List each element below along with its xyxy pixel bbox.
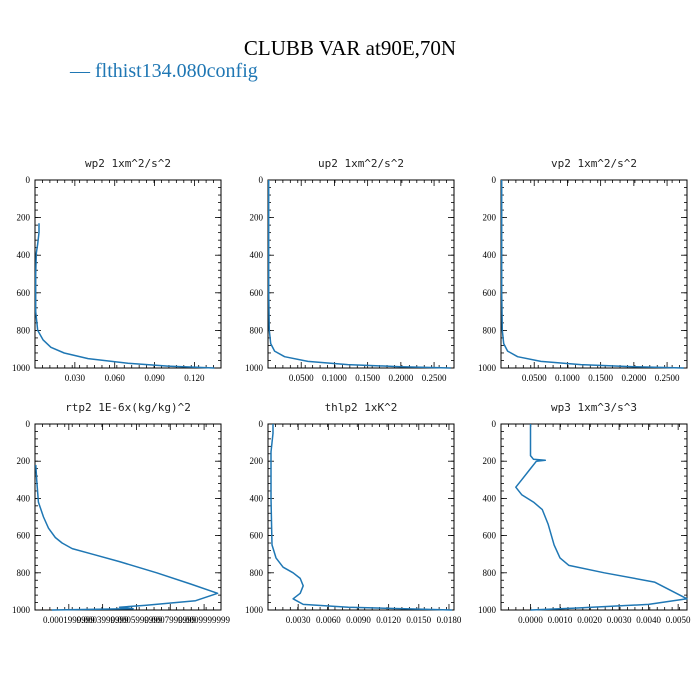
y-tick-label: 200: [483, 213, 497, 223]
x-tick-label: 0.0009999999: [178, 615, 230, 625]
y-tick-label: 0: [492, 175, 497, 185]
x-tick-label: 0.0120: [376, 615, 401, 625]
y-tick-label: 0: [26, 175, 31, 185]
y-tick-label: 400: [17, 493, 31, 503]
x-tick-label: 0.090: [144, 373, 165, 383]
x-tick-label: 0.0500: [289, 373, 314, 383]
y-tick-label: 600: [250, 531, 264, 541]
plot-frame: [267, 179, 455, 369]
x-tick-label: 0.0060: [316, 615, 341, 625]
x-tick-label: 0.2500: [655, 373, 680, 383]
x-tick-label: 0.0005999999: [111, 615, 163, 625]
y-tick-label: 800: [17, 568, 31, 578]
series-line: [515, 424, 688, 611]
panel-title: up2 1xm^2/s^2: [318, 157, 404, 170]
panel-title: wp3 1xm^3/s^3: [551, 401, 637, 414]
y-tick-label: 200: [17, 456, 31, 466]
legend-entry: — flthist134.080config: [69, 60, 258, 82]
x-tick-label: 0.2500: [422, 373, 447, 383]
x-tick-label: 0.1500: [588, 373, 613, 383]
x-tick-label: 0.0001999999: [43, 615, 95, 625]
y-tick-label: 400: [483, 250, 497, 260]
x-tick-label: 0.0040: [636, 615, 661, 625]
x-tick-label: 0.120: [184, 373, 205, 383]
y-tick-label: 1000: [245, 363, 264, 373]
x-tick-label: 0.0020: [577, 615, 602, 625]
panels: wp2 1xm^2/s^2 0.030 0.060 0.090 0.120 0 200 400…: [12, 157, 691, 625]
series-line: [35, 464, 219, 611]
x-tick-label: 0.0180: [437, 615, 462, 625]
plot-frame: [500, 423, 688, 611]
panel-title: thlp2 1xK^2: [325, 401, 398, 414]
x-tick-label: 0.0010: [548, 615, 573, 625]
panel-3: vp2 1xm^2/s^2 0.0500 0.1000 0.1500 0.2000 0.2…: [478, 157, 688, 383]
y-tick-label: 200: [17, 213, 31, 223]
figure-title: CLUBB VAR at90E,70N: [244, 36, 456, 60]
x-tick-label: 0.0500: [522, 373, 547, 383]
series-line: [270, 424, 453, 611]
x-tick-label: 0.2000: [621, 373, 646, 383]
y-tick-label: 600: [17, 531, 31, 541]
y-tick-label: 600: [250, 288, 264, 298]
y-tick-label: 1000: [245, 605, 264, 615]
y-tick-label: 600: [483, 531, 497, 541]
series-line: [34, 223, 215, 369]
x-tick-label: 0.1500: [355, 373, 380, 383]
panel-title: wp2 1xm^2/s^2: [85, 157, 171, 170]
plot-frame: [500, 179, 688, 369]
plot-frame: [34, 179, 222, 369]
x-tick-label: 0.1000: [555, 373, 580, 383]
panel-6: wp3 1xm^3/s^3 0.0000 0.0010 0.0020 0.0030 0.0…: [478, 401, 691, 625]
x-tick-label: 0.060: [105, 373, 126, 383]
y-tick-label: 800: [483, 325, 497, 335]
x-tick-label: 0.1000: [322, 373, 347, 383]
panel-5: thlp2 1xK^2 0.0030 0.0060 0.0090 0.0120 0.015…: [245, 401, 462, 625]
x-tick-label: 0.0030: [286, 615, 311, 625]
panel-1: wp2 1xm^2/s^2 0.030 0.060 0.090 0.120 0 200 400…: [12, 157, 222, 383]
y-tick-label: 1000: [478, 363, 497, 373]
plot-frame: [34, 423, 222, 611]
series-line: [267, 180, 451, 369]
plot-frame: [267, 423, 455, 611]
x-tick-label: 0.0003999999: [77, 615, 129, 625]
series-line: [500, 180, 684, 369]
x-tick-label: 0.0030: [607, 615, 632, 625]
y-tick-label: 600: [17, 288, 31, 298]
panel-title: vp2 1xm^2/s^2: [551, 157, 637, 170]
y-tick-label: 800: [250, 325, 264, 335]
y-tick-label: 0: [259, 419, 264, 429]
y-tick-label: 1000: [478, 605, 497, 615]
y-tick-label: 600: [483, 288, 497, 298]
x-tick-label: 0.2000: [388, 373, 413, 383]
y-tick-label: 800: [250, 568, 264, 578]
y-tick-label: 0: [492, 419, 497, 429]
y-tick-label: 200: [250, 213, 264, 223]
y-tick-label: 400: [250, 250, 264, 260]
x-tick-label: 0.0000: [518, 615, 543, 625]
panel-4: rtp2 1E-6x(kg/kg)^2 0.00019999990.0003999…: [12, 401, 230, 625]
y-tick-label: 800: [17, 325, 31, 335]
x-tick-label: 0.0150: [406, 615, 431, 625]
y-tick-label: 400: [483, 493, 497, 503]
y-tick-label: 400: [250, 493, 264, 503]
y-tick-label: 0: [259, 175, 264, 185]
y-tick-label: 200: [250, 456, 264, 466]
x-tick-label: 0.030: [65, 373, 86, 383]
x-tick-label: 0.0007999999: [144, 615, 196, 625]
y-tick-label: 1000: [12, 363, 31, 373]
panel-title: rtp2 1E-6x(kg/kg)^2: [65, 401, 191, 414]
y-tick-label: 200: [483, 456, 497, 466]
x-tick-label: 0.0050: [666, 615, 691, 625]
y-tick-label: 1000: [12, 605, 31, 615]
x-tick-label: 0.0090: [346, 615, 371, 625]
y-tick-label: 800: [483, 568, 497, 578]
y-tick-label: 400: [17, 250, 31, 260]
y-tick-label: 0: [26, 419, 31, 429]
panel-2: up2 1xm^2/s^2 0.0500 0.1000 0.1500 0.2000 0.2…: [245, 157, 455, 383]
